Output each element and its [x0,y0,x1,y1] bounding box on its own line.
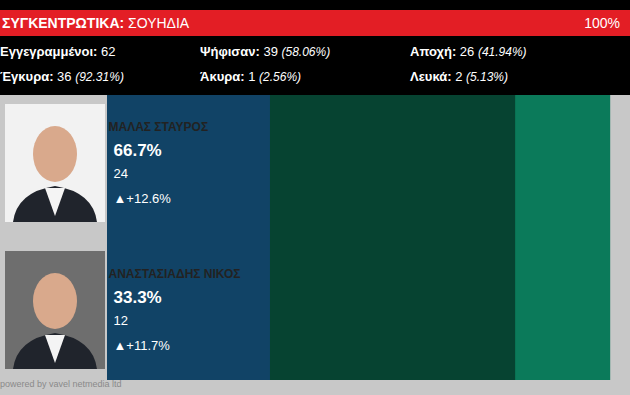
html-text:powered by vavel netmedia ltd: powered by vavel netmedia ltd [0,379,122,389]
html-text:Λευκά: 2 (5.13%): Λευκά: 2 (5.13%) [410,69,508,84]
html-text:Αποχή: 26 (41.94%): Αποχή: 26 (41.94%) [410,44,527,59]
html-text:Έγκυρα: 36 (92.31%): Έγκυρα: 36 (92.31%) [0,69,124,84]
svg-text:ΑΝΑΣΤΑΣΙΑΔΗΣ ΝΙΚΟΣ: ΑΝΑΣΤΑΣΙΑΔΗΣ ΝΙΚΟΣ [109,267,241,281]
svg-text:12: 12 [114,313,128,328]
html-text:100%: 100% [584,15,620,31]
svg-text:▲+11.7%: ▲+11.7% [114,338,171,353]
svg-text:66.7%: 66.7% [114,141,162,160]
html-text:Άκυρα: 1 (2.56%): Άκυρα: 1 (2.56%) [200,69,302,84]
svg-text:33.3%: 33.3% [114,288,162,307]
html-text:Ψήφισαν: 39 (58.06%): Ψήφισαν: 39 (58.06%) [200,44,331,59]
svg-text:24: 24 [114,166,128,181]
html-text:Εγγεγραμμένοι: 62: Εγγεγραμμένοι: 62 [0,44,116,59]
svg-text:▲+12.6%: ▲+12.6% [114,191,172,206]
svg-text:ΜΑΛΑΣ ΣΤΑΥΡΟΣ: ΜΑΛΑΣ ΣΤΑΥΡΟΣ [109,120,209,134]
html-text:ΣΥΓΚΕΝΤΡΩΤΙΚΑ: ΣΟΥΗΔΙΑ: ΣΥΓΚΕΝΤΡΩΤΙΚΑ: ΣΟΥΗΔΙΑ [2,15,190,31]
